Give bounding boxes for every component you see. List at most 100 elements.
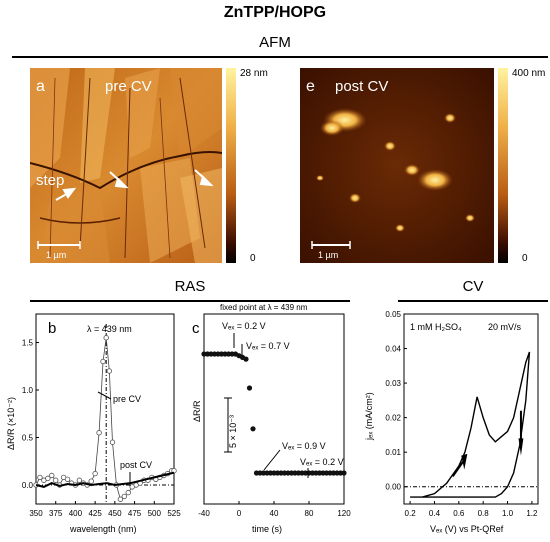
chart-d-ylabel: jₑₓ (mA/cm²) (364, 392, 374, 441)
pre-cv-point (88, 478, 94, 484)
y-tick-label: 1.5 (22, 339, 34, 348)
scale-bar-c: 5 × 10⁻³ (228, 415, 238, 448)
x-tick-label: 1.2 (526, 509, 538, 518)
x-tick-label: 0.8 (478, 509, 490, 518)
arrow-v09 (263, 449, 281, 471)
y-tick-label: 0.05 (385, 310, 401, 319)
chart-d-frame (403, 313, 539, 505)
ras-rule (30, 300, 350, 302)
arrow-pre-cv (97, 391, 112, 400)
x-tick-label: 450 (108, 509, 122, 518)
chart-d-xlabel: Vₑₓ (V) vs Pt-QRef (430, 524, 504, 534)
c-point (243, 356, 249, 362)
x-tick-label: 500 (148, 509, 162, 518)
scalebar-e-label: 1 µm (318, 250, 339, 260)
pre-cv-point (45, 475, 51, 482)
label-b-post: post CV (120, 460, 152, 470)
x-tick-label: 0.6 (453, 509, 465, 518)
pre-cv-point (117, 496, 124, 502)
pre-cv-point (100, 358, 106, 365)
y-tick-label: 0.0 (22, 481, 34, 490)
colorbar-a-min: 0 (250, 253, 256, 264)
y-tick-label: 1.0 (22, 386, 34, 395)
arrow-reverse-head (518, 438, 524, 456)
cv-rule (398, 300, 548, 302)
c-point (250, 426, 256, 432)
pre-cv-point (92, 470, 98, 477)
annot-c-v02b: Vₑₓ = 0.2 V (300, 457, 344, 467)
annot-d-electrolyte: 1 mM H₂SO₄ (410, 322, 462, 332)
x-tick-label: 120 (337, 509, 351, 518)
colorbar-e-max: 400 nm (512, 68, 546, 79)
y-tick-label: 0.00 (385, 483, 401, 492)
label-pre-cv: pre CV (105, 78, 152, 95)
figure-title: ZnTPP/HOPG (223, 4, 327, 21)
x-tick-label: 475 (128, 509, 142, 518)
pre-cv-point (121, 493, 128, 500)
x-tick-label: 0.2 (405, 509, 417, 518)
x-tick-label: -40 (198, 509, 210, 518)
y-tick-label: 0.04 (385, 345, 401, 354)
annot-c-v07: Vₑₓ = 0.7 V (246, 341, 290, 351)
series-post-cv-line (35, 471, 175, 488)
pre-cv-point (106, 368, 113, 374)
x-tick-label: 80 (305, 509, 314, 518)
x-tick-label: 525 (167, 509, 181, 518)
pre-cv-point (96, 430, 102, 436)
colorbar-e (498, 68, 508, 263)
chart-b-frame (35, 313, 175, 505)
label-post-cv: post CV (335, 78, 389, 95)
chart-d: 0.2 0.4 0.6 0.8 1.0 1.2 0.00 0.01 0.02 0.03 0.04 0.… (364, 310, 539, 534)
afm-texture-post (300, 68, 494, 263)
cv-curve (410, 351, 531, 498)
colorbar-a-max: 28 nm (240, 68, 268, 79)
c-point (341, 470, 347, 476)
panel-letter-c: c (192, 320, 200, 337)
x-tick-label: 0 (237, 509, 242, 518)
chart-b-xlabel: wavelength (nm) (69, 524, 137, 534)
pre-cv-point (53, 477, 59, 483)
x-tick-label: 1.0 (502, 509, 514, 518)
scalebar-a-label: 1 µm (46, 250, 67, 260)
annot-c-v02: Vₑₓ = 0.2 V (222, 321, 266, 331)
section-cv-title: CV (462, 278, 484, 295)
colorbar-e-min: 0 (522, 253, 528, 264)
chart-c-title: fixed point at λ = 439 nm (220, 303, 308, 312)
afm-texture-pre (30, 68, 222, 263)
panel-letter-b: b (48, 320, 56, 337)
y-tick-label: 0.5 (22, 434, 34, 443)
y-tick-label: 0.02 (385, 414, 401, 423)
afm-rule (12, 56, 548, 58)
colorbar-a (226, 68, 236, 263)
arrow-forward-head (461, 453, 468, 470)
chart-c-ylabel: ΔR/R (192, 400, 202, 422)
annot-c-v09: Vₑₓ = 0.9 V (282, 441, 326, 451)
annot-d-scanrate: 20 mV/s (488, 322, 522, 332)
pre-cv-point (125, 489, 131, 496)
chart-b-ylabel: ΔR/R (×10⁻²) (6, 397, 16, 450)
panel-letter-a: a (36, 78, 45, 95)
afm-image-post-cv (300, 68, 494, 263)
pre-cv-point (37, 474, 43, 481)
x-tick-label: 350 (29, 509, 43, 518)
chart-b: 350 375 400 425 450 475 500 525 0.0 0.5 1.0 1.5 b λ… (6, 313, 181, 534)
pre-cv-point (76, 477, 83, 483)
step-arrows (55, 169, 214, 201)
c-point (246, 385, 253, 391)
y-tick-label: 0.03 (385, 379, 401, 388)
pre-cv-point (103, 335, 109, 341)
x-tick-label: 375 (49, 509, 63, 518)
pre-cv-point (109, 439, 116, 445)
chart-c: fixed point at λ = 439 nm -40 0 40 80 120 c … (192, 303, 351, 534)
pre-cv-point (64, 476, 71, 482)
x-tick-label: 400 (69, 509, 83, 518)
label-step: step (36, 172, 65, 189)
panel-letter-e: e (306, 78, 315, 95)
x-tick-label: 0.4 (429, 509, 441, 518)
chart-c-xlabel: time (s) (252, 524, 282, 534)
label-b-pre: pre CV (113, 394, 141, 404)
y-tick-label: 0.01 (385, 448, 401, 457)
afm-image-pre-cv (30, 68, 222, 263)
x-tick-label: 40 (270, 509, 279, 518)
section-afm-title: AFM (259, 34, 291, 51)
